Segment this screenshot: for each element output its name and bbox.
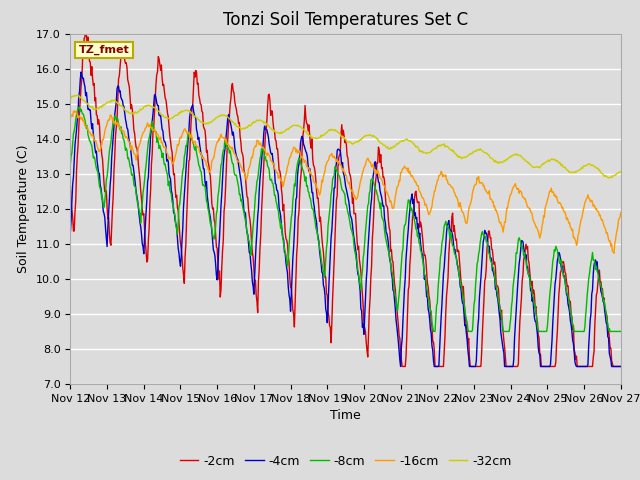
-4cm (568, 328, 576, 334)
Line: -32cm: -32cm (70, 95, 621, 178)
-2cm (398, 364, 406, 370)
-2cm (617, 364, 625, 370)
-32cm (567, 170, 575, 176)
-8cm (617, 328, 625, 334)
-8cm (568, 317, 576, 323)
-32cm (605, 175, 612, 181)
-16cm (617, 210, 625, 216)
Y-axis label: Soil Temperature (C): Soil Temperature (C) (17, 144, 30, 273)
-16cm (567, 225, 575, 230)
-4cm (447, 227, 454, 233)
Title: Tonzi Soil Temperatures Set C: Tonzi Soil Temperatures Set C (223, 11, 468, 29)
-16cm (610, 251, 618, 256)
-16cm (392, 193, 399, 199)
-8cm (392, 293, 399, 299)
Line: -16cm: -16cm (70, 111, 621, 253)
-2cm (568, 314, 576, 320)
-4cm (397, 364, 404, 370)
-32cm (212, 115, 220, 121)
-16cm (445, 181, 453, 187)
-2cm (67, 184, 74, 190)
-8cm (338, 186, 346, 192)
-8cm (67, 161, 74, 167)
-16cm (71, 108, 79, 114)
Line: -4cm: -4cm (70, 72, 621, 367)
-4cm (617, 364, 625, 370)
Line: -2cm: -2cm (70, 26, 621, 367)
-4cm (188, 104, 196, 110)
Line: -8cm: -8cm (70, 107, 621, 331)
X-axis label: Time: Time (330, 409, 361, 422)
-16cm (338, 165, 346, 171)
-8cm (212, 223, 220, 229)
-8cm (75, 104, 83, 110)
-32cm (445, 146, 453, 152)
Text: TZ_fmet: TZ_fmet (79, 45, 129, 55)
-32cm (67, 96, 74, 102)
-32cm (188, 110, 196, 116)
-16cm (188, 134, 196, 140)
-32cm (392, 143, 399, 149)
-4cm (338, 165, 346, 170)
-4cm (67, 228, 74, 234)
-32cm (338, 133, 346, 139)
-16cm (212, 144, 220, 150)
-8cm (188, 137, 196, 143)
-16cm (67, 116, 74, 121)
-4cm (212, 261, 220, 267)
-32cm (74, 92, 82, 98)
-2cm (188, 106, 196, 111)
-2cm (82, 24, 90, 29)
-4cm (392, 306, 399, 312)
-32cm (617, 168, 625, 174)
Legend: -2cm, -4cm, -8cm, -16cm, -32cm: -2cm, -4cm, -8cm, -16cm, -32cm (175, 450, 516, 473)
-2cm (212, 231, 220, 237)
-2cm (338, 122, 346, 128)
-2cm (447, 234, 454, 240)
-8cm (447, 235, 454, 240)
-8cm (429, 328, 437, 334)
-2cm (392, 286, 399, 292)
-4cm (77, 69, 85, 75)
